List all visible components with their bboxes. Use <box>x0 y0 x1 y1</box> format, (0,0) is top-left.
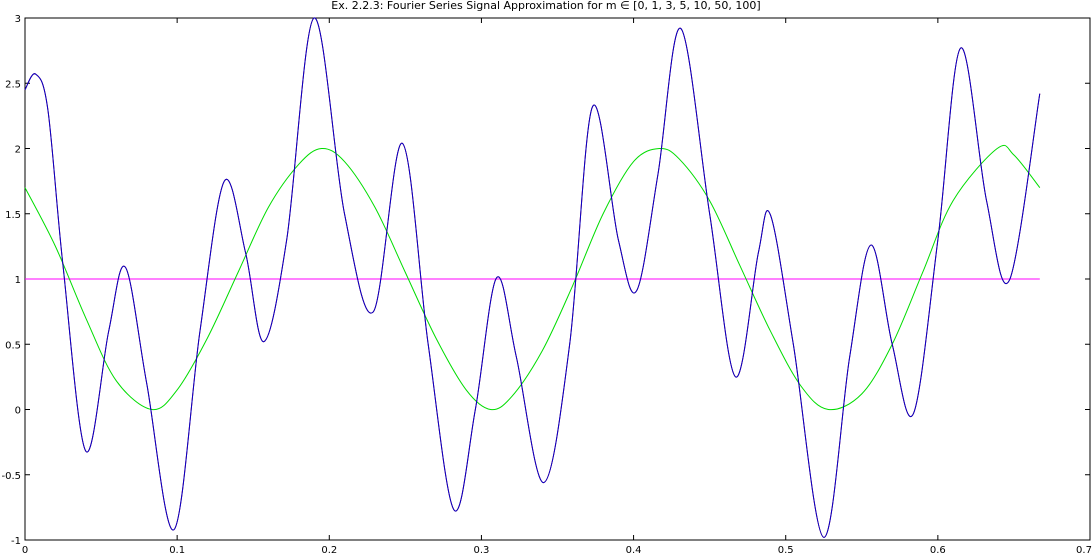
x-tick-label: 0.5 <box>778 545 794 556</box>
x-tick-label: 0.1 <box>169 545 185 556</box>
x-tick-label: 0.3 <box>473 545 489 556</box>
tick-labels: 0 0.1 0.2 0.3 0.4 0.5 0.6 0.7 -1 -0.5 0 0.5 1 1.5 2 2.5… <box>1 14 1091 556</box>
y-tick-label: -0.5 <box>1 471 21 482</box>
y-tick-label: 1.5 <box>5 210 21 221</box>
y-tick-label: 2 <box>15 145 21 156</box>
x-tick-label: 0.4 <box>626 545 642 556</box>
y-tick-label: -1 <box>11 536 21 547</box>
series-line-1 <box>24 144 1041 411</box>
y-tick-label: 1 <box>15 275 21 286</box>
series-line-3 <box>24 17 1041 538</box>
x-tick-label: 0 <box>22 545 28 556</box>
series-group <box>24 17 1041 538</box>
series-line-2 <box>24 17 1041 538</box>
y-tick-label: 0 <box>15 406 21 417</box>
y-tick-label: 0.5 <box>5 340 21 351</box>
y-tick-label: 2.5 <box>5 79 21 90</box>
y-tick-label: 3 <box>15 14 21 25</box>
chart-title: Ex. 2.2.3: Fourier Series Signal Approxi… <box>331 0 761 12</box>
x-tick-label: 0.6 <box>930 545 946 556</box>
x-tick-label: 0.7 <box>1076 545 1092 556</box>
x-tick-label: 0.2 <box>321 545 337 556</box>
